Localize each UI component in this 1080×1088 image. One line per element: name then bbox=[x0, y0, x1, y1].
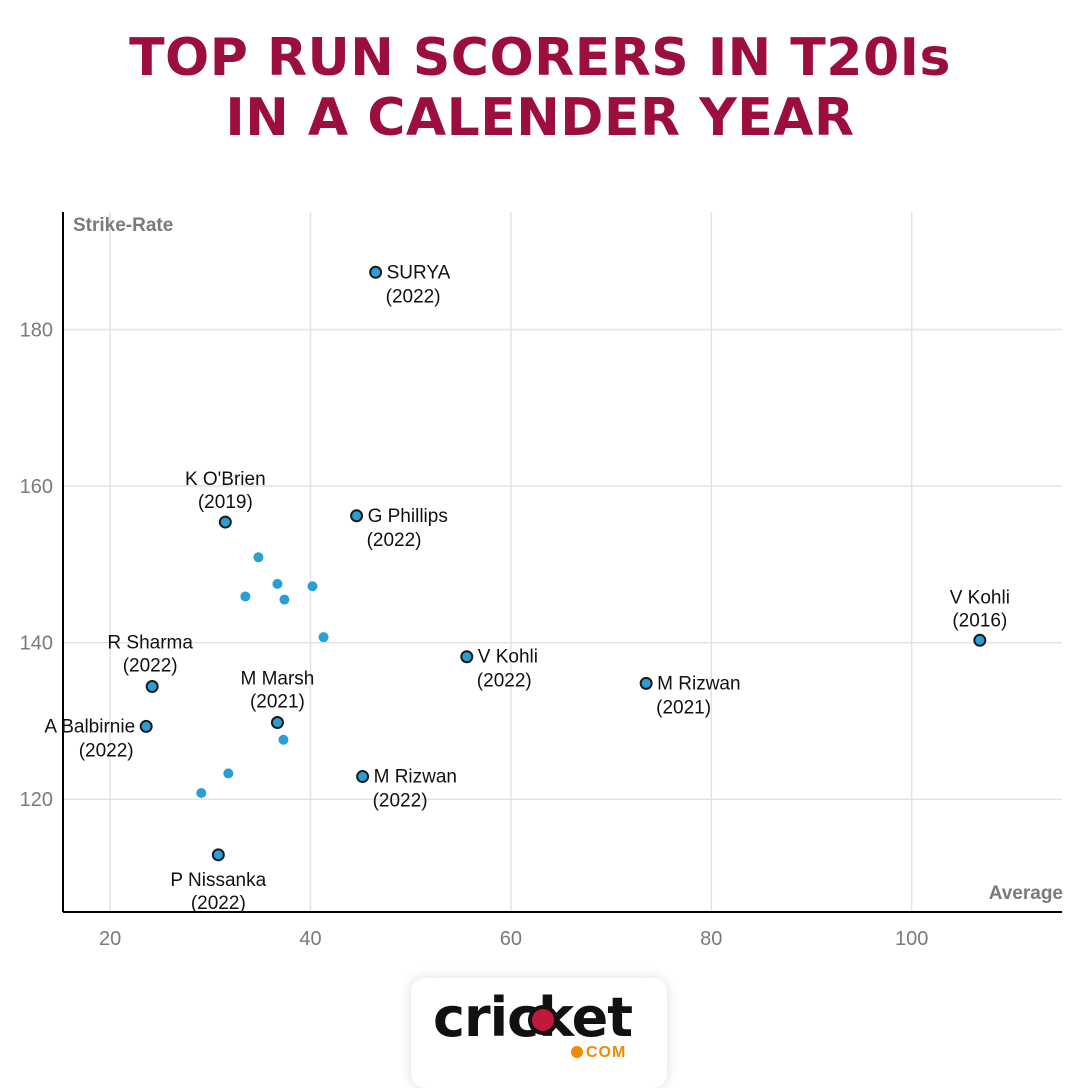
data-point bbox=[253, 552, 264, 563]
data-point-labeled bbox=[369, 265, 383, 279]
y-tick-label: 180 bbox=[20, 319, 53, 341]
data-label-name: V Kohli bbox=[478, 647, 538, 668]
data-point-labeled bbox=[145, 679, 159, 693]
data-point-labeled bbox=[139, 719, 153, 733]
data-point bbox=[272, 578, 283, 589]
data-label-name: A Balbirnie bbox=[44, 716, 135, 737]
data-point-labeled bbox=[218, 515, 232, 529]
data-point-labeled bbox=[973, 633, 987, 647]
x-tick-label: 20 bbox=[99, 928, 121, 950]
data-point bbox=[223, 768, 234, 779]
data-label-name: P Nissanka bbox=[170, 870, 266, 891]
data-label-name: R Sharma bbox=[107, 632, 193, 653]
data-label-year: (2022) bbox=[386, 286, 441, 307]
data-label-year: (2022) bbox=[477, 671, 532, 692]
data-point bbox=[240, 591, 251, 602]
data-label-year: (2022) bbox=[123, 655, 178, 676]
x-tick-label: 40 bbox=[299, 928, 321, 950]
cricket-ball-icon bbox=[528, 1005, 558, 1035]
data-label-name: M Rizwan bbox=[657, 673, 740, 694]
data-label-name: SURYA bbox=[387, 262, 451, 283]
x-tick-label: 100 bbox=[895, 928, 928, 950]
logo-dot-icon bbox=[571, 1046, 583, 1058]
y-tick-label: 140 bbox=[20, 633, 53, 655]
data-label-name: V Kohli bbox=[950, 587, 1010, 608]
chart-title: TOP RUN SCORERS IN T20Is IN A CALENDER Y… bbox=[0, 28, 1080, 148]
y-axis-title: Strike-Rate bbox=[73, 215, 173, 236]
data-point bbox=[278, 734, 289, 745]
chart-title-line-2: IN A CALENDER YEAR bbox=[225, 88, 855, 148]
data-point-labeled bbox=[639, 676, 653, 690]
data-point bbox=[196, 787, 207, 798]
data-label-year: (2021) bbox=[656, 697, 711, 718]
logo-suffix: COM bbox=[586, 1044, 627, 1061]
data-label-year: (2022) bbox=[191, 893, 246, 914]
y-tick-label: 120 bbox=[20, 789, 53, 811]
x-tick-label: 60 bbox=[500, 928, 522, 950]
data-point-labeled bbox=[211, 848, 225, 862]
data-label-name: M Marsh bbox=[240, 669, 314, 690]
data-point bbox=[279, 594, 290, 605]
data-label-year: (2022) bbox=[79, 740, 134, 761]
data-label-year: (2021) bbox=[250, 692, 305, 713]
chart-title-line-1: TOP RUN SCORERS IN T20Is bbox=[129, 28, 951, 88]
x-axis-title: Average bbox=[989, 883, 1063, 904]
x-tick-label: 80 bbox=[700, 928, 722, 950]
data-label-year: (2022) bbox=[367, 530, 422, 551]
data-label-name: M Rizwan bbox=[374, 767, 457, 788]
data-label-name: K O'Brien bbox=[185, 469, 266, 490]
data-label-year: (2016) bbox=[952, 610, 1007, 631]
data-point-labeled bbox=[270, 716, 284, 730]
y-tick-label: 160 bbox=[20, 476, 53, 498]
data-point bbox=[318, 632, 329, 643]
data-label-year: (2022) bbox=[373, 791, 428, 812]
data-label-name: G Phillips bbox=[368, 506, 448, 527]
cricket-com-logo: cricket COM bbox=[411, 978, 667, 1088]
data-point bbox=[307, 581, 318, 592]
data-point-labeled bbox=[350, 509, 364, 523]
data-label-year: (2019) bbox=[198, 492, 253, 513]
data-point-labeled bbox=[356, 770, 370, 784]
data-point-labeled bbox=[460, 650, 474, 664]
